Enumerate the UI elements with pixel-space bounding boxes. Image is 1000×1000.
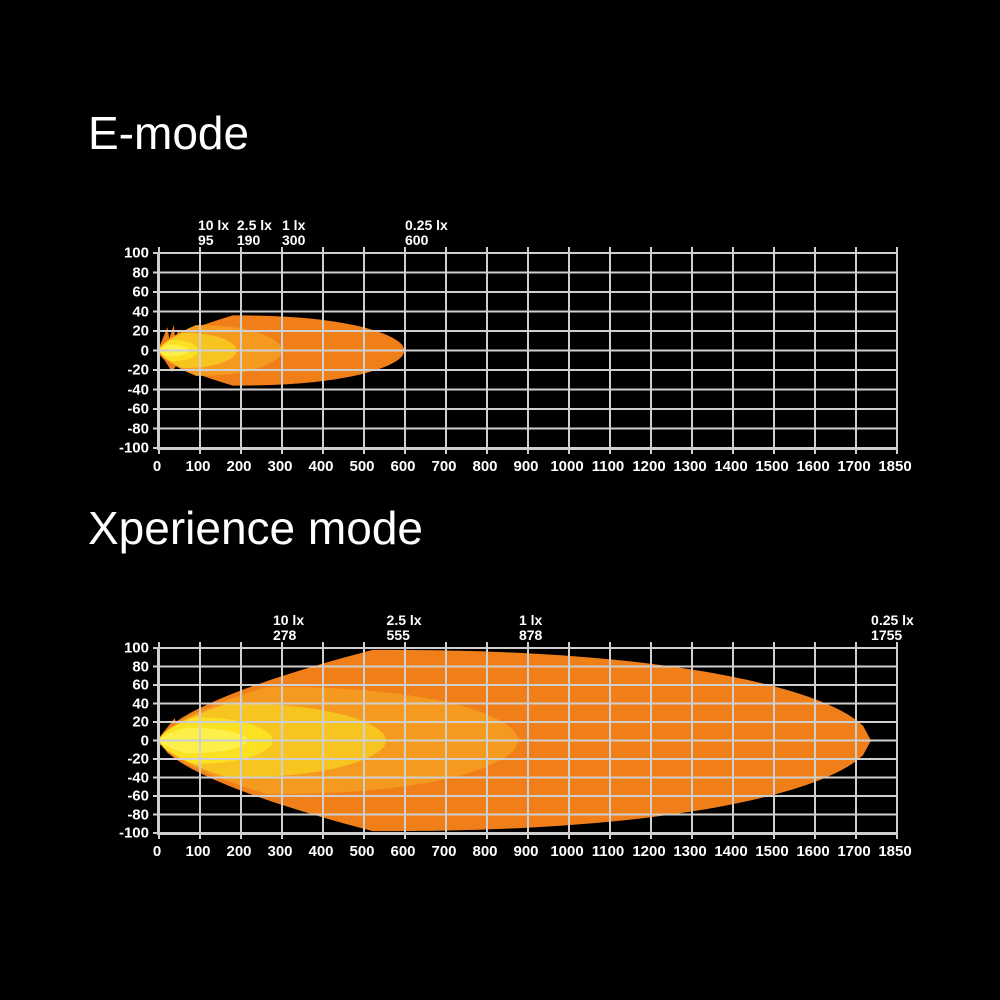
x-axis-tick-label: 500 <box>349 458 375 475</box>
lux-value: 0.25 lx <box>405 216 448 233</box>
x-axis-tick-label: 700 <box>431 458 457 475</box>
lux-distance: 555 <box>386 627 410 644</box>
x-axis-tick-label: 0 <box>152 458 162 475</box>
plot-area-xperience: 100 80 60 40 20 0 -20 -40 -60 -80 -100 0 100 200 300 40… <box>0 505 1000 859</box>
y-axis-tick-label: -60 <box>127 400 149 418</box>
lux-distance: 600 <box>405 232 429 249</box>
lux-value: 1 lx <box>518 611 543 628</box>
x-axis-tick-label: 1200 <box>632 458 666 475</box>
x-axis-tick-label: 700 <box>431 843 457 860</box>
x-axis-tick-label: 1000 <box>550 843 584 860</box>
lux-annotation: 2.5 lx 555 <box>386 611 422 644</box>
y-axis-tick-label: 0 <box>140 342 149 359</box>
y-axis-labels-xperience: 100 80 60 40 20 0 -20 -40 -60 -80 -100 <box>99 641 149 841</box>
y-axis-tick-label: 100 <box>123 639 149 657</box>
plot-area-emode: 100 80 60 40 20 0 -20 -40 -60 -80 -100 0 100 200 300 40… <box>0 110 1000 474</box>
y-axis-tick-label: 100 <box>123 244 149 262</box>
x-axis-tick-label: 1100 <box>591 458 625 475</box>
lux-value: 1 lx <box>282 216 306 233</box>
x-axis-tick-label: 100 <box>185 458 211 475</box>
y-axis-tick-label: -100 <box>118 439 149 457</box>
lux-value: 10 lx <box>197 216 230 233</box>
y-axis-tick-label: -40 <box>127 769 149 786</box>
lux-annotation: 2.5 lx 190 <box>236 216 272 249</box>
x-axis-tick-label: 300 <box>267 843 293 860</box>
lux-annotation: 0.25 lx 600 <box>405 216 448 249</box>
y-axis-labels-emode: 100 80 60 40 20 0 -20 -40 -60 -80 -100 <box>99 246 149 456</box>
x-axis-labels-xperience: 0 100 200 300 400 500 600 700 800 900 1000 1100 1200… <box>153 843 912 864</box>
x-axis-tick-label: 1300 <box>673 843 707 860</box>
x-axis-tick-label: 1300 <box>673 458 707 475</box>
x-axis-tick-label: 600 <box>390 843 416 860</box>
y-axis-tick-label: 60 <box>132 676 149 694</box>
y-axis-tick-label: 20 <box>132 322 149 340</box>
lux-value: 2.5 lx <box>236 216 272 233</box>
lux-distance: 300 <box>282 232 306 249</box>
lux-annotation: 10 lx 95 <box>197 216 230 249</box>
lux-distance: 278 <box>272 627 297 644</box>
grid-xperience <box>153 642 898 839</box>
y-axis-tick-label: -60 <box>127 787 149 805</box>
x-axis-tick-label: 900 <box>513 458 539 475</box>
chart-title-xperience: Xperience mode <box>88 502 423 554</box>
y-axis-tick-label: -20 <box>127 750 149 768</box>
x-axis-tick-label: 1000 <box>550 458 584 475</box>
lux-annotations-xperience: 10 lx 278 2.5 lx 555 1 lx 878 0.25 lx 1755 <box>157 610 914 644</box>
x-axis-tick-label: 500 <box>349 843 375 860</box>
y-axis-tick-label: 0 <box>140 732 149 749</box>
lux-annotation: 10 lx 278 <box>272 611 305 644</box>
y-axis-tick-label: -20 <box>127 361 149 379</box>
lux-distance: 95 <box>197 232 214 249</box>
y-axis-tick-label: 20 <box>132 713 149 731</box>
chart-title-emode: E-mode <box>88 107 250 159</box>
y-axis-tick-label: -40 <box>127 381 149 398</box>
x-axis-tick-label: 800 <box>472 458 498 475</box>
y-axis-tick-label: -80 <box>127 806 149 823</box>
x-axis-tick-label: 1600 <box>796 843 830 860</box>
x-axis-tick-label: 100 <box>185 843 211 860</box>
x-axis-tick-label: 300 <box>267 458 293 475</box>
lux-distance: 878 <box>518 627 543 644</box>
x-axis-tick-label: 800 <box>472 843 498 860</box>
x-axis-tick-label: 1200 <box>632 843 666 860</box>
lux-distance: 190 <box>236 232 261 249</box>
x-axis-labels-emode: 0 100 200 300 400 500 600 700 800 900 1000 1100 1200… <box>153 458 912 479</box>
x-axis-tick-label: 1500 <box>755 843 789 860</box>
y-axis-tick-label: 80 <box>132 658 149 675</box>
x-axis-tick-label: 400 <box>308 458 334 475</box>
x-axis-tick-label: 1850 <box>878 843 912 860</box>
x-axis-tick-label: 0 <box>152 843 162 860</box>
x-axis-tick-label: 1400 <box>714 843 748 860</box>
x-axis-tick-label: 200 <box>226 843 252 860</box>
y-axis-tick-label: 80 <box>132 264 149 281</box>
x-axis-tick-label: 200 <box>226 458 252 475</box>
gridlines-emode <box>153 247 898 454</box>
lux-value: 2.5 lx <box>386 611 422 628</box>
x-axis-tick-label: 1100 <box>591 843 625 860</box>
y-axis-tick-label: 60 <box>132 283 149 301</box>
y-axis-tick-label: 40 <box>132 695 149 712</box>
lux-annotation: 1 lx 878 <box>518 611 543 644</box>
y-axis-tick-label: 40 <box>132 303 149 320</box>
x-axis-tick-label: 900 <box>513 843 539 860</box>
lux-annotations-emode: 10 lx 95 2.5 lx 190 1 lx 300 0.25 lx 600 <box>157 215 895 249</box>
lux-value: 10 lx <box>272 611 305 628</box>
grid-emode <box>153 247 898 454</box>
lux-value: 0.25 lx <box>871 611 914 628</box>
y-axis-tick-label: -100 <box>118 824 149 842</box>
x-axis-tick-label: 1700 <box>837 458 871 475</box>
lux-distance: 1755 <box>871 627 903 644</box>
gridlines-xperience <box>153 642 898 839</box>
x-axis-tick-label: 1500 <box>755 458 789 475</box>
x-axis-tick-label: 1400 <box>714 458 748 475</box>
x-axis-tick-label: 400 <box>308 843 334 860</box>
x-axis-tick-label: 1600 <box>796 458 830 475</box>
x-axis-tick-label: 1700 <box>837 843 871 860</box>
x-axis-tick-label: 600 <box>390 458 416 475</box>
y-axis-tick-label: -80 <box>127 420 149 437</box>
x-axis-tick-label: 1850 <box>878 458 912 475</box>
lux-annotation: 1 lx 300 <box>282 216 306 249</box>
lux-annotation: 0.25 lx 1755 <box>871 611 914 644</box>
